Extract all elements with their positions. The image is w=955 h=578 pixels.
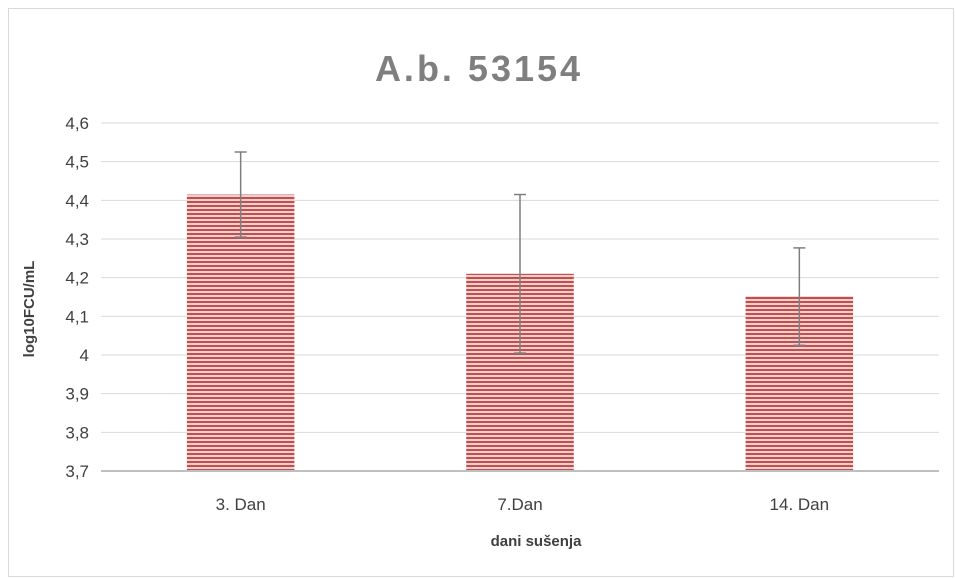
chart-area: A.b. 53154 3,7 3,8 3,9 4 4,1 4,2 4,3 4,4 4,5 4,6 … [8,8,954,577]
bar [186,194,295,472]
error-bar [234,151,247,238]
y-tick-label: 3,9 [65,385,89,404]
x-tick-label: 7.Dan [497,495,542,514]
x-tick-label: 3. Dan [216,495,266,514]
x-tick-label: 14. Dan [770,495,830,514]
y-tick-label: 4,1 [65,307,89,326]
y-tick-label: 4 [80,346,89,365]
y-tick-label: 4,6 [65,114,89,133]
chart-title: A.b. 53154 [375,48,583,89]
x-axis-title: dani sušenja [491,533,583,550]
error-bar [793,247,806,347]
error-bars [234,151,806,354]
x-axis-ticks: 3. Dan 7.Dan 14. Dan [216,495,829,514]
y-tick-label: 4,2 [65,269,89,288]
bars [186,194,854,472]
y-tick-label: 4,3 [65,230,89,249]
y-tick-label: 3,8 [65,423,89,442]
bar-chart: A.b. 53154 3,73,83,944,14,24,34,44,54,6 … [21,48,939,550]
y-tick-label: 3,7 [65,462,89,481]
y-tick-label: 4,4 [65,191,89,210]
y-axis-title: log10FCU/mL [21,261,38,358]
y-axis-ticks: 3,7 3,8 3,9 4 4,1 4,2 4,3 4,4 4,5 4,6 [65,114,89,481]
error-bar [514,193,526,354]
y-tick-label: 4,5 [65,153,89,172]
